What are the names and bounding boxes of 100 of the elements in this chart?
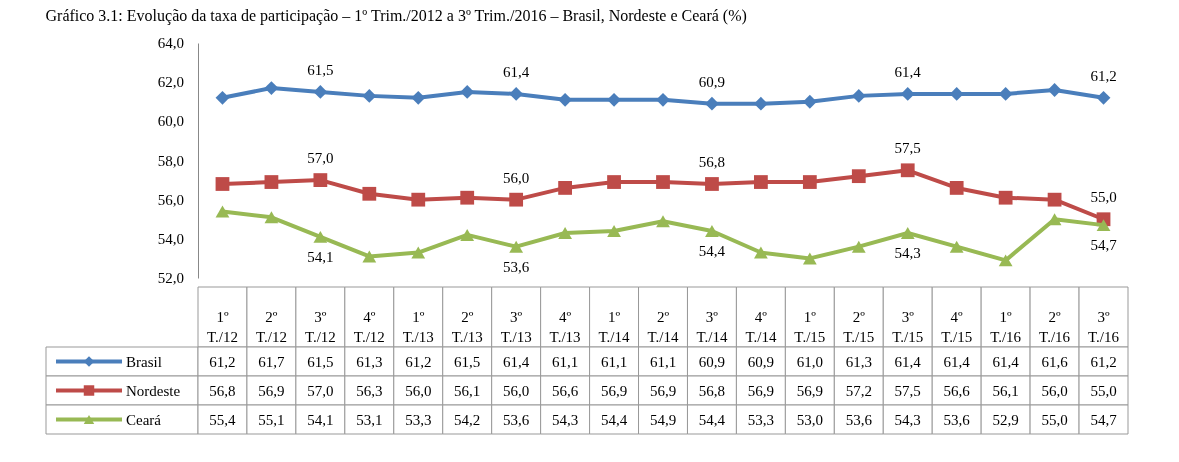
data-label: 61,4: [503, 353, 530, 370]
point: [362, 186, 377, 201]
point: [313, 230, 328, 243]
x-tick-label: 1º T./12: [206, 309, 238, 345]
data-label: 54,4: [698, 411, 726, 428]
point: [362, 88, 377, 103]
y-tick-label: 60,0: [157, 113, 184, 130]
annotation: 61,2: [1090, 67, 1117, 84]
point: [362, 250, 377, 263]
data-label: 53,0: [796, 411, 823, 428]
annotation: 56,8: [698, 154, 726, 170]
data-label: 53,3: [405, 411, 432, 428]
point: [509, 240, 524, 253]
x-tick-label: 2º T./16: [1039, 309, 1071, 345]
point: [411, 246, 426, 259]
point: [313, 173, 328, 187]
point: [460, 228, 475, 241]
legend-label: Nordeste: [126, 382, 181, 399]
x-tick-label: 3º T./12: [304, 309, 336, 345]
data-label: 55,0: [1041, 411, 1068, 428]
legend-label: Brasil: [126, 353, 162, 370]
point: [802, 175, 817, 189]
x-tick-label: 2º T./15: [843, 309, 875, 345]
data-label: 53,6: [943, 411, 971, 428]
data-label: 61,2: [405, 353, 432, 370]
data-label: 56,9: [600, 382, 628, 399]
point: [460, 190, 475, 205]
point: [1096, 90, 1111, 105]
data-label: 61,4: [992, 353, 1020, 370]
data-label: 56,1: [992, 382, 1019, 399]
point: [705, 225, 719, 237]
data-label: 54,3: [894, 411, 921, 428]
point: [1047, 192, 1062, 207]
x-tick-label: 4º T./12: [353, 309, 385, 345]
data-label: 61,7: [258, 353, 286, 370]
point: [460, 85, 475, 99]
point: [900, 87, 915, 101]
x-tick-label: 3º T./16: [1088, 309, 1120, 345]
data-label: 56,8: [209, 382, 236, 399]
point: [949, 181, 964, 195]
x-tick-label: 4º T./15: [941, 309, 973, 345]
data-label: 53,3: [747, 411, 775, 428]
point: [264, 211, 279, 224]
x-tick-label: 3º T./13: [500, 309, 532, 345]
x-tick-label: 1º T./15: [794, 309, 826, 345]
x-tick-label: 2º T./14: [647, 309, 679, 345]
data-label: 56,8: [698, 382, 726, 399]
x-tick-label: 2º T./13: [451, 309, 483, 345]
point: [754, 246, 768, 259]
point: [215, 177, 230, 191]
data-label: 56,1: [454, 382, 481, 399]
point: [949, 240, 964, 253]
data-label: 61,5: [307, 353, 334, 370]
annotation: 56,0: [503, 169, 530, 186]
point: [656, 92, 670, 107]
annotation: 61,4: [503, 63, 530, 80]
data-label: 57,2: [845, 382, 872, 399]
data-label: 56,0: [1041, 382, 1068, 399]
data-label: 54,3: [551, 411, 579, 428]
data-label: 60,9: [747, 353, 775, 370]
point: [313, 85, 328, 99]
y-tick-label: 54,0: [157, 230, 184, 247]
annotation: 55,0: [1090, 189, 1117, 206]
point: [509, 192, 524, 207]
data-label: 56,9: [796, 382, 823, 399]
point: [656, 215, 670, 228]
point: [607, 225, 621, 237]
data-label: 52,9: [992, 411, 1019, 428]
point: [1047, 83, 1062, 97]
point: [411, 90, 426, 105]
annotation: 54,7: [1090, 237, 1118, 254]
data-label: 61,3: [845, 353, 872, 370]
data-label: 56,9: [258, 382, 285, 399]
point: [851, 169, 866, 184]
data-label: 61,4: [943, 353, 971, 370]
annotation: 53,6: [503, 258, 530, 275]
data-label: 61,2: [1090, 353, 1117, 370]
y-tick-label: 64,0: [157, 35, 184, 51]
data-label: 53,6: [503, 411, 530, 428]
data-label: 61,6: [1041, 353, 1069, 370]
x-tick-label: 1º T./14: [598, 309, 631, 345]
point: [558, 226, 572, 239]
data-label: 53,6: [845, 411, 873, 428]
data-label: 53,1: [356, 411, 383, 428]
data-label: 61,5: [454, 353, 481, 370]
data-label: 55,1: [258, 411, 285, 428]
chart-title: Gráfico 3.1: Evolução da taxa de participação – 1º Trim./2012 a 3º Trim./2016 – Brasil, Nordeste e Ceará (%): [45, 7, 747, 25]
legend-label: Ceará: [126, 411, 162, 428]
point: [705, 177, 719, 191]
data-label: 54,9: [649, 411, 677, 428]
data-label: 56,9: [747, 382, 775, 399]
point: [802, 94, 817, 109]
data-label: 55,0: [1090, 382, 1117, 399]
data-label: 56,9: [649, 382, 677, 399]
point: [607, 92, 621, 107]
annotation: 61,4: [894, 63, 922, 80]
point: [754, 96, 768, 111]
x-tick-label: 3º T./15: [892, 309, 924, 345]
data-label: 61,1: [551, 353, 579, 370]
data-label: 61,3: [356, 353, 383, 370]
